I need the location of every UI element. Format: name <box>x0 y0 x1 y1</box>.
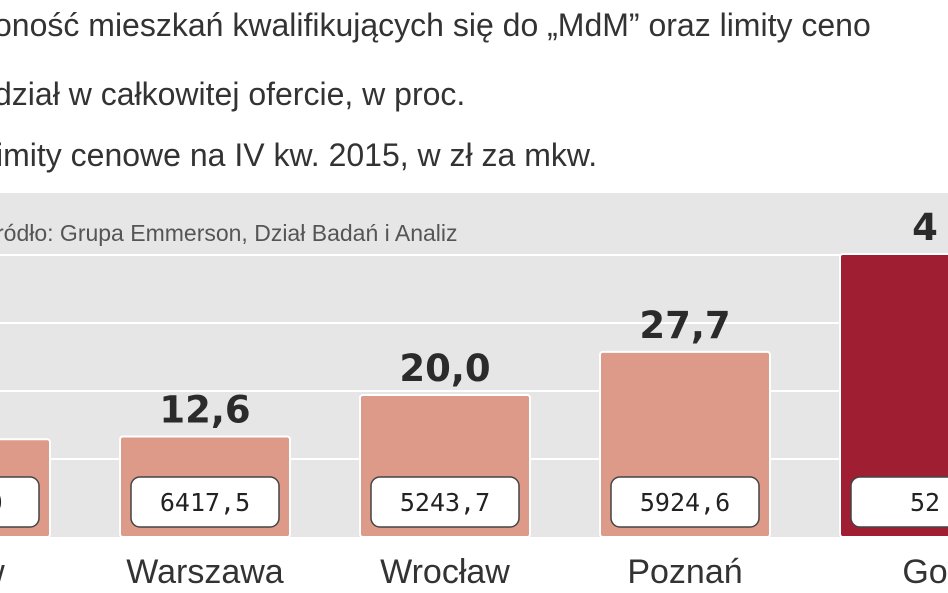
value-label: 20,0 <box>399 347 490 390</box>
price-box <box>130 476 280 528</box>
price-box <box>610 476 760 528</box>
source-note: ródło: Grupa Emmerson, Dział Badań i Ana… <box>0 220 458 246</box>
price-box <box>0 476 40 528</box>
city-label: Go <box>902 553 947 591</box>
gridline <box>0 254 948 256</box>
gridline <box>0 322 948 324</box>
price-label: 5924,6 <box>640 488 730 517</box>
bar <box>839 253 948 538</box>
city-label: Poznań <box>627 553 742 591</box>
price-box <box>370 476 520 528</box>
value-label: 12,6 <box>159 388 250 431</box>
city-label: Warszawa <box>126 553 284 591</box>
value-label: 4 <box>912 206 938 249</box>
value-label: 27,7 <box>639 304 730 347</box>
price-label: 6417,5 <box>160 488 250 517</box>
price-label: 5243,7 <box>400 488 490 517</box>
price-label: 52 <box>910 488 940 517</box>
legend-limit-text: imity cenowe na IV kw. 2015, w zł za mkw… <box>0 137 598 173</box>
price-label: 247,0 <box>0 488 3 517</box>
chart-title: oność mieszkań kwalifikujących się do „M… <box>0 7 871 43</box>
city-label: Wrocław <box>380 553 510 591</box>
price-box <box>850 476 948 528</box>
gridline <box>0 390 948 392</box>
legend-share-text: dział w całkowitej ofercie, w proc. <box>0 76 466 112</box>
city-label: aków <box>0 553 5 591</box>
